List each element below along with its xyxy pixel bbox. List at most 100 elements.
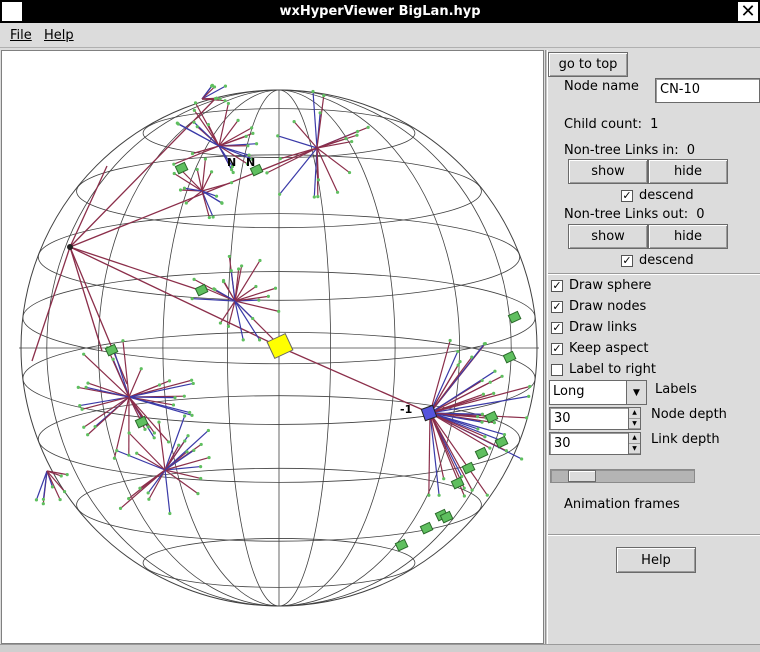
menu-help[interactable]: Help (44, 28, 74, 43)
link (128, 384, 160, 398)
link (192, 298, 236, 302)
link (164, 465, 201, 471)
leaf-node (185, 450, 189, 454)
link (279, 147, 318, 195)
link (35, 470, 48, 501)
spin-down-icon[interactable]: ▼ (629, 444, 640, 454)
leaf-node (214, 194, 219, 198)
link (234, 300, 254, 319)
leaf-node (210, 84, 214, 88)
link (316, 134, 358, 149)
link (164, 415, 186, 471)
link (429, 412, 507, 452)
leaf-node (278, 192, 282, 196)
leaf-node (41, 497, 46, 501)
labels-caption: Labels (655, 382, 697, 397)
link (429, 412, 479, 430)
box-node (450, 476, 465, 490)
animation-frames-slider-thumb[interactable] (568, 470, 596, 482)
leaf-node (237, 267, 241, 271)
node-depth-spinner[interactable]: 30 ▲ ▼ (549, 407, 641, 430)
splitter[interactable] (545, 50, 548, 644)
leaf-node (168, 511, 172, 516)
link-depth-spinner[interactable]: 30 ▲ ▼ (549, 432, 641, 455)
link (316, 95, 325, 149)
spin-up-icon[interactable]: ▲ (629, 408, 640, 419)
leaf-node (178, 188, 183, 192)
leaf-node (195, 167, 199, 172)
node-name-field[interactable]: CN-10 (655, 78, 760, 103)
link (429, 370, 496, 414)
links-in-hide-button[interactable]: hide (648, 159, 728, 184)
leaf-node (175, 121, 179, 125)
leaf-node (470, 488, 474, 492)
tree-link (31, 246, 71, 362)
links-out-show-button[interactable]: show (568, 224, 648, 249)
link (201, 98, 226, 102)
leaf-node (135, 451, 139, 455)
label-to-right-checkbox[interactable] (551, 364, 563, 376)
box-node (249, 163, 264, 177)
leaf-node (278, 157, 282, 161)
leaf-node (276, 134, 280, 138)
leaf-node (240, 264, 244, 268)
link (277, 135, 318, 149)
close-button[interactable]: ✕ (737, 1, 759, 22)
links-out-value: 0 (696, 207, 705, 222)
node-depth-spin-buttons[interactable]: ▲ ▼ (628, 408, 640, 429)
help-button[interactable]: Help (616, 547, 696, 573)
title-bar: wxHyperViewer BigLan.hyp ✕ (0, 0, 760, 23)
link (122, 340, 130, 398)
link (201, 190, 214, 218)
leaf-node (199, 442, 203, 447)
leaf-node (196, 492, 200, 496)
link (234, 300, 244, 341)
leaf-node (121, 339, 125, 343)
leaf-node (221, 280, 226, 284)
leaf-node (207, 215, 211, 220)
link (429, 412, 445, 479)
link (128, 396, 193, 416)
leaf-node (143, 427, 147, 431)
leaf-node (244, 134, 248, 138)
link (164, 469, 201, 479)
descend-out-checkbox[interactable]: ✓ (621, 254, 633, 267)
link-depth-spin-buttons[interactable]: ▲ ▼ (628, 433, 640, 454)
leaf-node (82, 352, 86, 356)
labels-select[interactable]: Long ▼ (549, 380, 647, 405)
leaf-node (230, 168, 234, 172)
tree-link (281, 347, 431, 414)
link (113, 396, 130, 459)
spin-up-icon[interactable]: ▲ (629, 433, 640, 444)
chevron-down-icon[interactable]: ▼ (626, 381, 646, 404)
link (42, 470, 48, 500)
keep-aspect-checkbox[interactable]: ✓ (551, 342, 563, 355)
tree-link (69, 246, 283, 349)
spin-down-icon[interactable]: ▼ (629, 419, 640, 429)
hyperbolic-graph[interactable]: N N -1 (2, 51, 545, 645)
links-in-show-button[interactable]: show (568, 159, 648, 184)
draw-nodes-checkbox[interactable]: ✓ (551, 300, 563, 313)
leaf-node (456, 363, 460, 367)
descend-in-checkbox[interactable]: ✓ (621, 189, 633, 202)
link (128, 396, 174, 406)
leaf-node (318, 111, 322, 115)
link (234, 260, 261, 302)
box-node (502, 350, 517, 364)
window-menu-button[interactable] (1, 1, 23, 22)
draw-sphere-checkbox[interactable]: ✓ (551, 279, 563, 292)
draw-links-checkbox[interactable]: ✓ (551, 321, 563, 334)
go-to-top-button[interactable]: go to top (548, 52, 628, 77)
hyperbolic-view-canvas[interactable]: N N -1 (1, 50, 544, 644)
animation-frames-slider[interactable] (550, 469, 695, 483)
leaf-node (483, 435, 487, 439)
link (128, 396, 170, 443)
leaf-node (316, 195, 320, 199)
leaf-node (177, 443, 181, 447)
leaf-node (182, 186, 187, 190)
links-out-hide-button[interactable]: hide (648, 224, 728, 249)
link (113, 350, 130, 398)
graph-nodes[interactable] (34, 83, 532, 552)
leaf-node (80, 407, 84, 411)
menu-file[interactable]: File (10, 28, 32, 43)
